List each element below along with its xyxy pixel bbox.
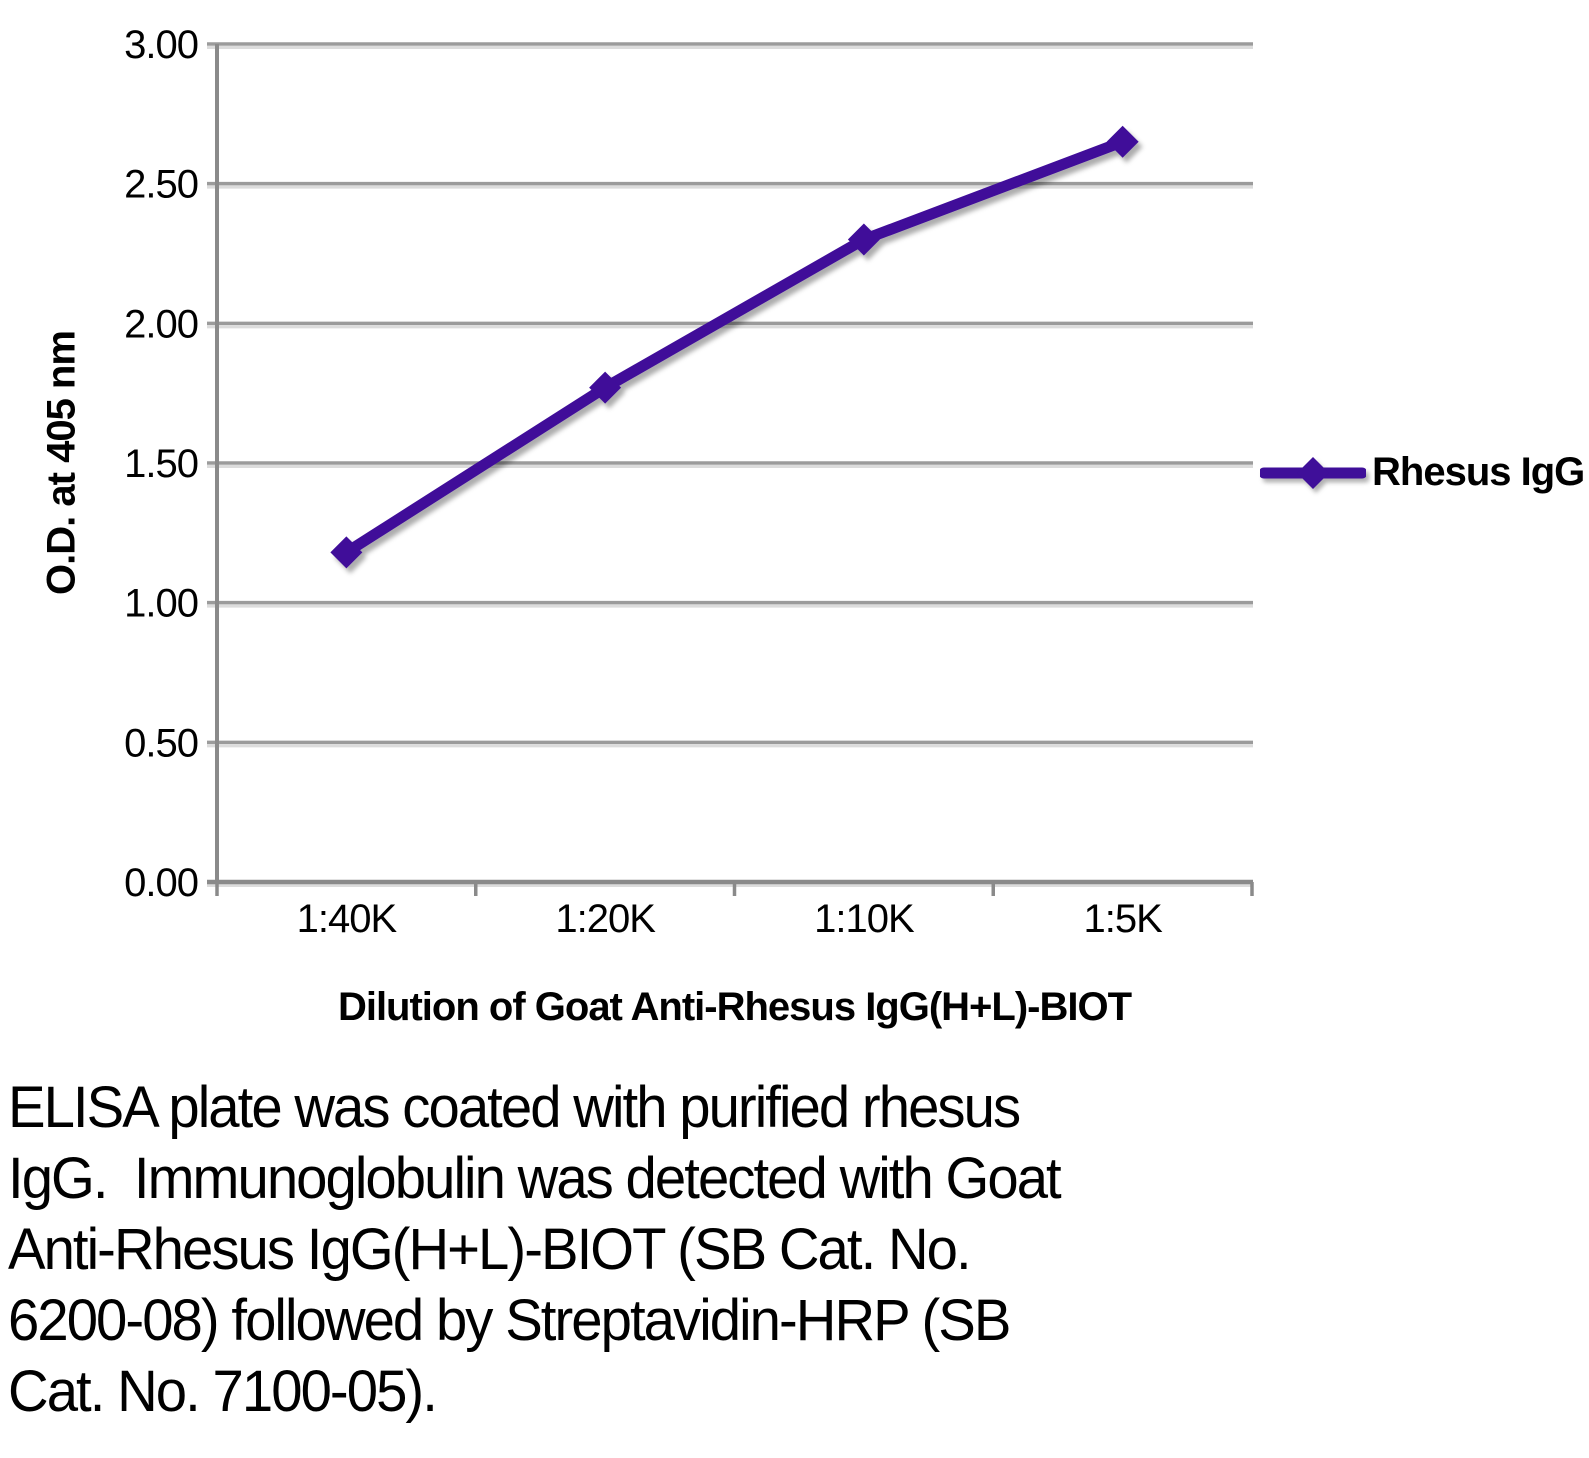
y-tick-label: 1.50 xyxy=(124,442,198,486)
x-tick-label: 1:5K xyxy=(1083,897,1163,941)
x-axis-title: Dilution of Goat Anti-Rhesus IgG(H+L)-BI… xyxy=(337,985,1132,1029)
data-point-marker xyxy=(1106,125,1139,158)
data-point-marker xyxy=(847,223,880,256)
series-line xyxy=(340,136,1129,558)
chart-plot-area: 0.00 0.50 1.00 1.50 2.00 2.50 3.00 1:40K 1:20K 1:… xyxy=(124,23,1254,941)
caption-line: ELISA plate was coated with purified rhe… xyxy=(8,1075,1021,1140)
legend-line-diamond-icon xyxy=(1260,456,1366,489)
x-tick-label: 1:20K xyxy=(555,897,656,941)
figure-caption: ELISA plate was coated with purified rhe… xyxy=(8,1072,1062,1427)
y-axis-title: O.D. at 405 nm xyxy=(39,331,84,595)
x-tick-label: 1:40K xyxy=(297,897,398,941)
y-tick-label: 2.50 xyxy=(124,163,198,207)
caption-line: Cat. No. 7100-05). xyxy=(8,1359,438,1424)
caption-line: 6200-08) followed by Streptavidin-HRP (S… xyxy=(8,1288,1011,1353)
y-tick-label: 0.00 xyxy=(124,861,198,905)
y-tick-label: 3.00 xyxy=(124,23,198,67)
y-tick-label: 0.50 xyxy=(124,721,198,765)
data-point-marker xyxy=(589,371,622,404)
series-group xyxy=(330,125,1139,569)
caption-line: Anti-Rhesus IgG(H+L)-BIOT (SB Cat. No. xyxy=(8,1217,972,1282)
y-tick-label: 2.00 xyxy=(124,302,198,346)
x-tick-label: 1:10K xyxy=(814,897,915,941)
legend-label: Rhesus IgG xyxy=(1372,450,1585,494)
legend: Rhesus IgG xyxy=(1260,450,1585,495)
data-point-marker xyxy=(330,536,363,569)
y-tick-label: 1.00 xyxy=(124,582,198,626)
caption-line: IgG. Immunoglobulin was detected with Go… xyxy=(8,1146,1062,1211)
